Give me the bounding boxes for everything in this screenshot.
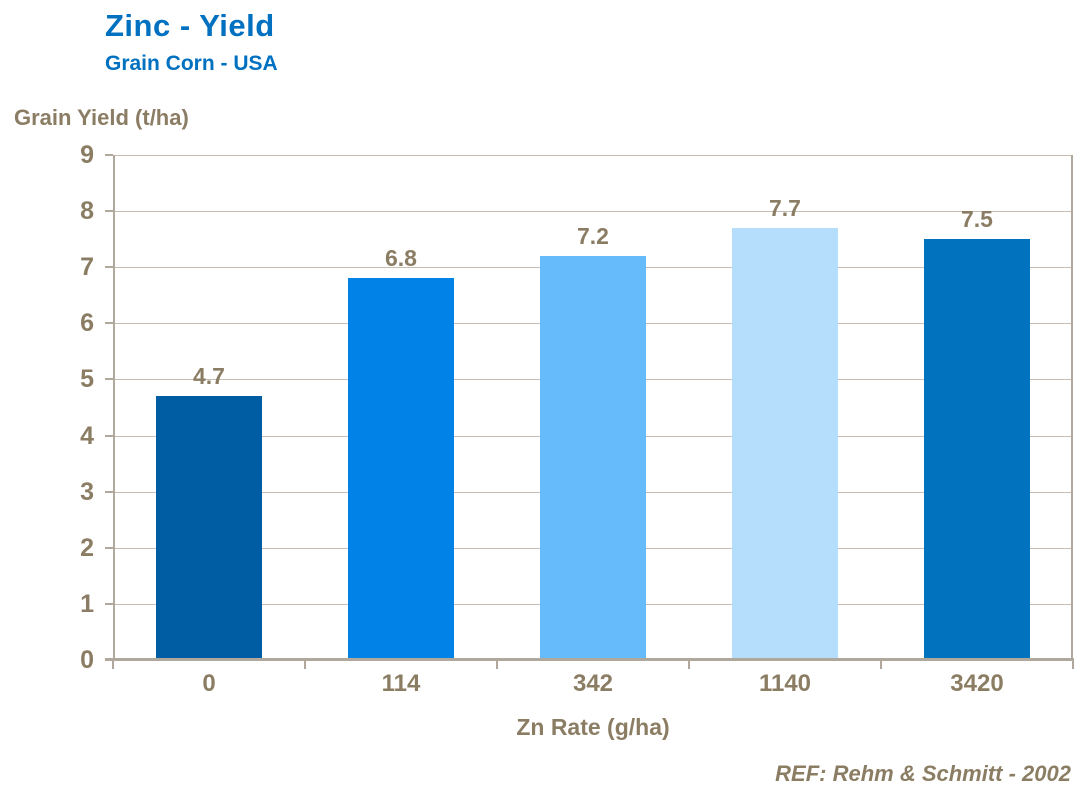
y-axis-tick (105, 266, 113, 269)
bar (732, 227, 838, 660)
chart-title: Zinc - Yield (105, 8, 275, 43)
gridline (113, 211, 1073, 213)
bar-value-label: 6.8 (385, 245, 417, 272)
y-axis-tick-label: 0 (80, 646, 94, 674)
x-axis-tick-label: 114 (381, 670, 421, 697)
y-axis-tick (105, 322, 113, 325)
bar-value-label: 7.2 (577, 223, 609, 249)
x-axis-tick-label: 3420 (950, 670, 1004, 697)
bar (540, 256, 646, 660)
y-axis-tick (105, 602, 113, 605)
y-axis-tick-label: 3 (80, 477, 94, 506)
y-axis-tick-label: 2 (80, 533, 94, 562)
y-axis-tick-label: 1 (80, 589, 94, 618)
y-axis-tick (105, 434, 113, 437)
x-axis-title: Zn Rate (g/ha) (516, 714, 670, 740)
plot-right-border (1071, 155, 1073, 660)
x-axis-tick-label: 0 (202, 670, 216, 697)
bar-value-label: 7.5 (961, 206, 993, 233)
y-axis-tick-label: 8 (80, 197, 94, 226)
y-axis-tick (105, 154, 113, 156)
x-axis-tick (880, 660, 882, 669)
y-axis-tick (105, 659, 113, 661)
bar-value-label: 4.7 (193, 363, 225, 390)
y-axis-title: Grain Yield (t/ha) (14, 105, 189, 130)
x-axis-tick (1072, 660, 1074, 669)
y-axis-tick (105, 210, 113, 213)
y-axis-tick-label: 7 (80, 253, 94, 282)
x-axis-tick (304, 660, 306, 669)
reference-note: REF: Rehm & Schmitt - 2002 (775, 761, 1071, 786)
bar (924, 239, 1030, 660)
y-axis-tick (105, 546, 113, 549)
y-axis-tick-label: 5 (80, 365, 94, 394)
y-axis-tick-label: 6 (80, 309, 94, 338)
bar-value-label: 7.7 (769, 194, 801, 221)
gridline (113, 155, 1073, 156)
y-axis-tick-label: 9 (80, 141, 94, 169)
x-axis-tick (112, 660, 114, 669)
plot-left-border (113, 155, 115, 660)
bar (348, 278, 454, 660)
x-axis-tick-label: 342 (572, 670, 614, 697)
chart-subtitle: Grain Corn - USA (105, 52, 278, 75)
y-axis-tick (105, 490, 113, 493)
bar (156, 396, 262, 660)
y-axis-tick-label: 4 (80, 421, 94, 450)
x-axis-tick (496, 660, 498, 669)
x-axis-tick (688, 660, 690, 669)
x-axis-line (105, 658, 1074, 661)
x-axis-tick-label: 1140 (758, 670, 812, 697)
y-axis-tick (105, 378, 113, 381)
plot-area: 4.7 6.8 7.2 7.7 7.5 (105, 155, 1074, 661)
